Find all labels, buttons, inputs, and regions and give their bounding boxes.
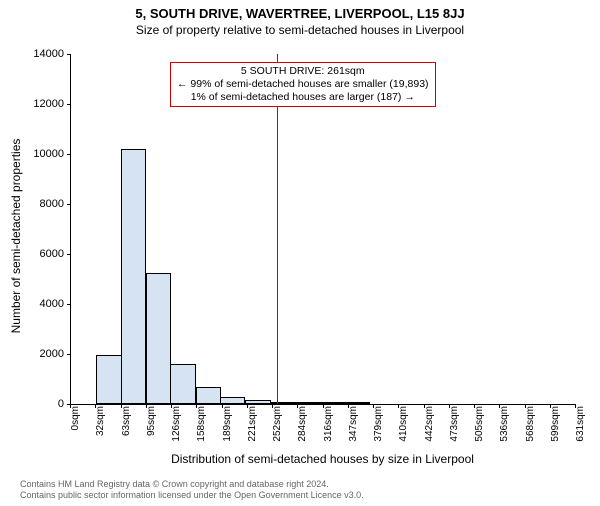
- title-main: 5, SOUTH DRIVE, WAVERTREE, LIVERPOOL, L1…: [0, 6, 600, 21]
- y-tick-label: 4000: [14, 298, 64, 310]
- histogram-bar: [295, 402, 320, 404]
- histogram-bar: [96, 355, 121, 404]
- y-tick-label: 12000: [14, 98, 64, 110]
- histogram-bar: [170, 364, 195, 404]
- x-tick-label: 536sqm: [499, 406, 510, 456]
- footer-line: Contains public sector information licen…: [20, 490, 596, 502]
- x-tick-label: 473sqm: [449, 406, 460, 456]
- histogram-bar: [220, 397, 245, 405]
- y-tick-label: 0: [14, 398, 64, 410]
- x-tick-label: 379sqm: [373, 406, 384, 456]
- histogram-bar: [320, 402, 345, 404]
- chart-area: Number of semi-detached properties Distr…: [70, 54, 575, 404]
- x-tick-label: 252sqm: [272, 406, 283, 456]
- x-tick-label: 631sqm: [575, 406, 586, 456]
- footer-line: Contains HM Land Registry data © Crown c…: [20, 479, 596, 491]
- x-tick-label: 316sqm: [323, 406, 334, 456]
- x-tick-label: 505sqm: [474, 406, 485, 456]
- annotation-line: ← 99% of semi-detached houses are smalle…: [177, 78, 429, 91]
- y-tick-label: 14000: [14, 48, 64, 60]
- y-tick-label: 8000: [14, 198, 64, 210]
- title-sub: Size of property relative to semi-detach…: [0, 23, 600, 37]
- x-tick-label: 442sqm: [424, 406, 435, 456]
- x-tick-label: 158sqm: [196, 406, 207, 456]
- x-tick-label: 221sqm: [247, 406, 258, 456]
- histogram-bar: [146, 273, 171, 404]
- x-tick-label: 410sqm: [398, 406, 409, 456]
- x-tick-label: 568sqm: [525, 406, 536, 456]
- x-tick-label: 189sqm: [222, 406, 233, 456]
- annotation-line: 5 SOUTH DRIVE: 261sqm: [177, 65, 429, 78]
- x-tick-label: 284sqm: [297, 406, 308, 456]
- chart-container: 5, SOUTH DRIVE, WAVERTREE, LIVERPOOL, L1…: [0, 6, 600, 506]
- x-tick-label: 95sqm: [146, 406, 157, 456]
- y-tick-label: 6000: [14, 248, 64, 260]
- histogram-bar: [196, 387, 221, 405]
- histogram-bar: [270, 402, 295, 405]
- y-tick-label: 2000: [14, 348, 64, 360]
- x-tick-label: 126sqm: [171, 406, 182, 456]
- histogram-bar: [245, 400, 270, 404]
- annotation-box: 5 SOUTH DRIVE: 261sqm ← 99% of semi-deta…: [170, 62, 436, 107]
- histogram-bar: [121, 149, 146, 404]
- x-tick-label: 32sqm: [95, 406, 106, 456]
- footer: Contains HM Land Registry data © Crown c…: [20, 479, 596, 502]
- x-tick-label: 0sqm: [70, 406, 81, 456]
- y-tick-label: 10000: [14, 148, 64, 160]
- x-tick-label: 63sqm: [121, 406, 132, 456]
- x-tick-label: 599sqm: [550, 406, 561, 456]
- x-tick-label: 347sqm: [348, 406, 359, 456]
- annotation-line: 1% of semi-detached houses are larger (1…: [177, 91, 429, 104]
